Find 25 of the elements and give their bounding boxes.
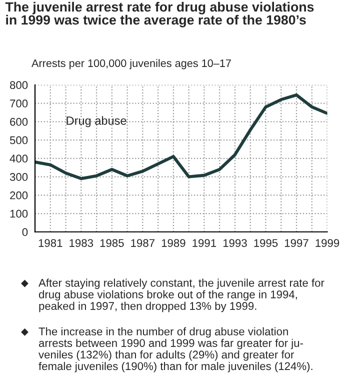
x-tick-label: 1987: [131, 239, 154, 247]
y-tick-label: 800: [10, 81, 28, 90]
y-tick-label: 400: [10, 154, 28, 163]
x-tick-label: 1993: [223, 239, 247, 247]
y-tick-label: 200: [10, 191, 28, 200]
y-tick-label: 300: [10, 173, 28, 181]
x-tick-label: 1999: [316, 239, 340, 247]
x-tick-label: 1985: [100, 239, 124, 247]
text: ◆ After staying relatively constant, the juvenile arrest rate for drug abuse violations broke out of the range in 1994, peaked in 1997, then dropped 13% by 1999.: [21, 278, 324, 312]
x-tick-label: 1983: [70, 239, 94, 247]
y-axis-title: Arrests per 100,000 juveniles ages 10–17: [32, 59, 231, 70]
x-tick-label: 1995: [254, 239, 278, 247]
x-tick-label: 1991: [192, 239, 216, 247]
y-tick-label: 0: [22, 228, 28, 236]
y-tick-label: 100: [10, 210, 28, 218]
x-tick-label: 1981: [38, 239, 62, 247]
y-tick-label: 700: [10, 100, 28, 108]
text: Drug abuse: [66, 116, 126, 128]
y-tick-label: 500: [10, 136, 28, 144]
x-tick-label: 1997: [284, 239, 308, 247]
text: ◆ The increase in the number of drug abuse violation arrests between 1990 and 1999 was far greater for ju- veniles (132%) than for adults (29%) and greater for female juveniles (190%) than for male juveniles (124%).: [21, 327, 312, 372]
line-series: [35, 93, 328, 180]
chart-title: The juvenile arrest rate for drug abuse violations in 1999 was twice the average rate of the 1980’s: [5, 2, 314, 28]
x-tick-label: 1989: [162, 239, 186, 247]
y-tick-label: 600: [10, 118, 28, 126]
